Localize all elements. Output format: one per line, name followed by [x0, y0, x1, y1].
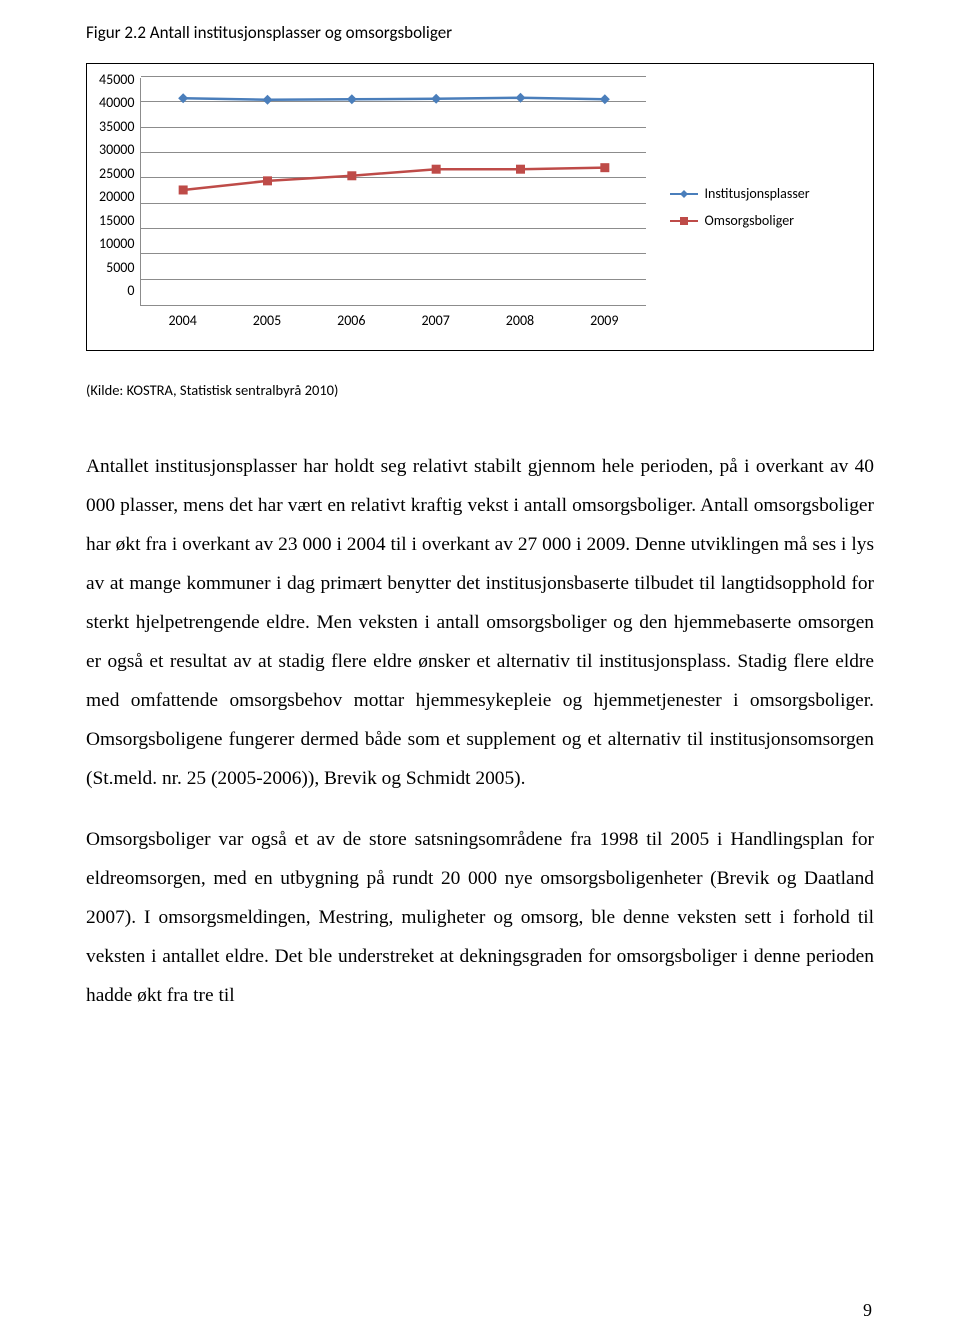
- xtick: 2004: [140, 312, 224, 329]
- body-paragraph: Antallet institusjonsplasser har holdt s…: [86, 447, 874, 798]
- ytick: 10000: [99, 235, 134, 252]
- ytick: 30000: [99, 141, 134, 158]
- ytick: 15000: [99, 212, 134, 229]
- chart-container: 45000 40000 35000 30000 25000 20000 1500…: [86, 63, 874, 351]
- body-paragraph: Omsorgsboliger var også et av de store s…: [86, 820, 874, 1015]
- ytick: 40000: [99, 94, 134, 111]
- legend-item-series2: Omsorgsboliger: [670, 212, 809, 229]
- y-axis-labels: 45000 40000 35000 30000 25000 20000 1500…: [99, 71, 140, 299]
- xtick: 2005: [225, 312, 309, 329]
- ytick: 25000: [99, 165, 134, 182]
- ytick: 5000: [106, 259, 134, 276]
- xtick: 2008: [478, 312, 562, 329]
- ytick: 35000: [99, 118, 134, 135]
- xtick: 2007: [393, 312, 477, 329]
- legend-item-series1: Institusjonsplasser: [670, 185, 809, 202]
- legend-label: Institusjonsplasser: [704, 185, 809, 202]
- chart-plot-area: [140, 78, 646, 306]
- chart-legend: Institusjonsplasser Omsorgsboliger: [670, 185, 809, 229]
- ytick: 20000: [99, 188, 134, 205]
- figure-title: Figur 2.2 Antall institusjonsplasser og …: [86, 22, 874, 43]
- x-axis-labels: 2004 2005 2006 2007 2008 2009: [140, 306, 646, 329]
- legend-label: Omsorgsboliger: [704, 212, 794, 229]
- xtick: 2009: [562, 312, 646, 329]
- ytick: 45000: [99, 71, 134, 88]
- ytick: 0: [127, 282, 134, 299]
- chart-source: (Kilde: KOSTRA, Statistisk sentralbyrå 2…: [86, 381, 874, 399]
- xtick: 2006: [309, 312, 393, 329]
- page-number: 9: [863, 1300, 872, 1321]
